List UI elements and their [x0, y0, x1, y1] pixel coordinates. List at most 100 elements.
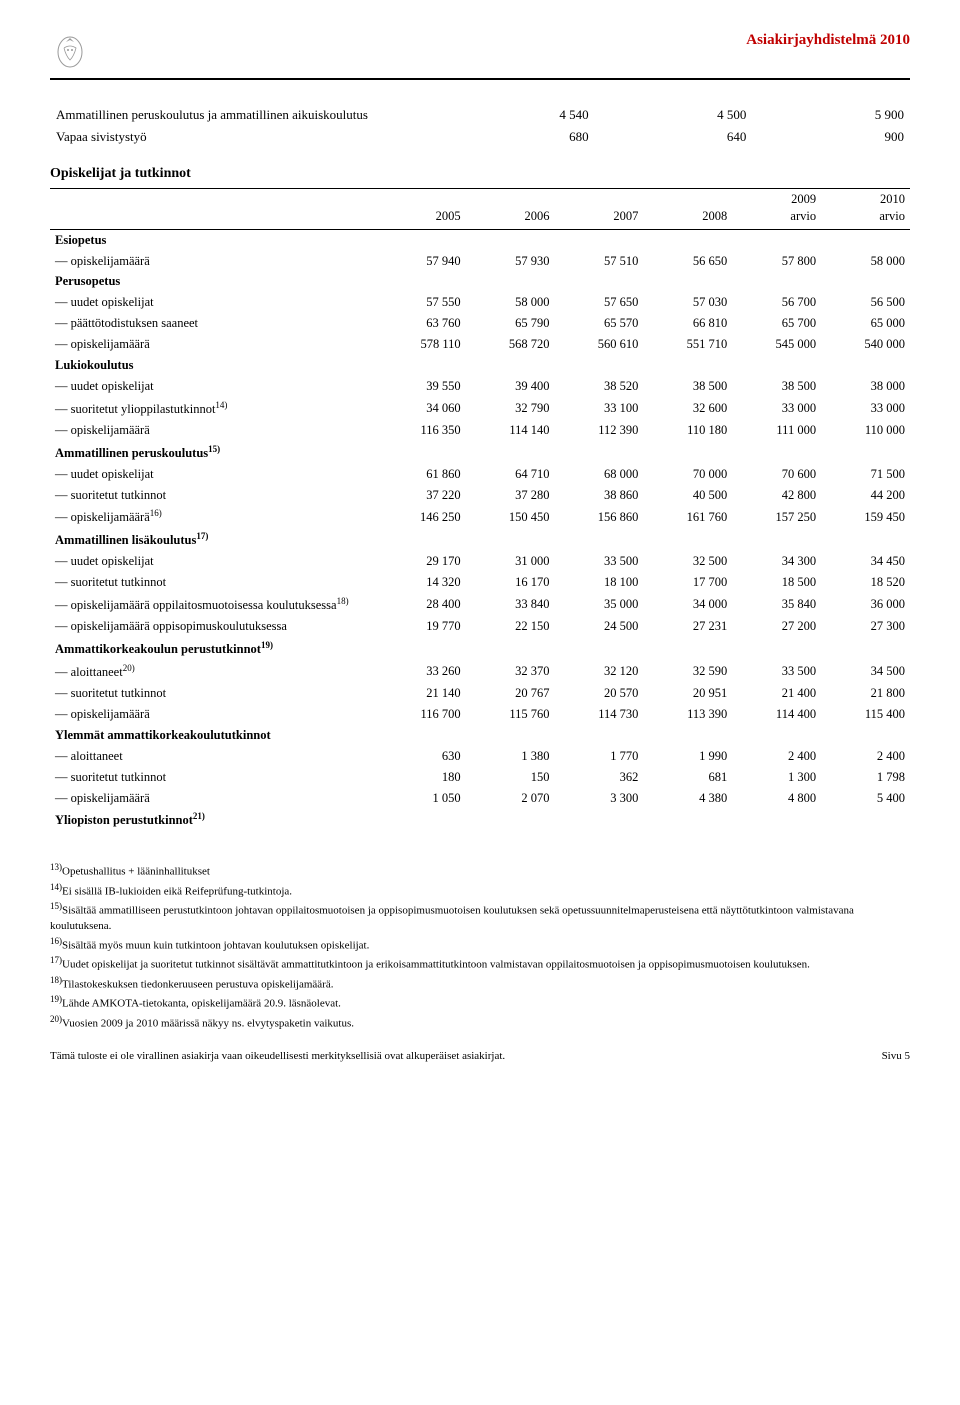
data-cell: 61 860 — [377, 464, 466, 485]
data-cell: 551 710 — [643, 334, 732, 355]
data-cell: 114 140 — [466, 420, 555, 441]
intro-cell: 640 — [595, 126, 753, 148]
col-2009: 2009arvio — [732, 188, 821, 229]
data-cell: 545 000 — [732, 334, 821, 355]
data-cell: 65 790 — [466, 313, 555, 334]
footnote: 18)Tilastokeskuksen tiedonkeruuseen peru… — [50, 974, 910, 993]
section-title: Opiskelijat ja tutkinnot — [50, 165, 910, 184]
data-cell: 2 070 — [466, 788, 555, 809]
data-cell: 39 550 — [377, 376, 466, 397]
data-cell: 57 930 — [466, 251, 555, 272]
data-cell: 40 500 — [643, 485, 732, 506]
table-row: Esiopetus — [50, 229, 910, 250]
data-cell: 115 400 — [821, 704, 910, 725]
intro-table-row: Ammatillinen peruskoulutus ja ammatillin… — [50, 104, 910, 126]
row-label: — opiskelijamäärä — [50, 420, 377, 441]
document-title: Asiakirjayhdistelmä 2010 — [746, 30, 910, 50]
row-label: Esiopetus — [50, 229, 377, 250]
table-row: — uudet opiskelijat39 55039 40038 52038 … — [50, 376, 910, 397]
table-row: — opiskelijamäärä57 94057 93057 51056 65… — [50, 251, 910, 272]
row-label: — opiskelijamäärä — [50, 704, 377, 725]
data-cell: 57 800 — [732, 251, 821, 272]
row-label: — suoritetut tutkinnot — [50, 572, 377, 593]
intro-cell: 680 — [437, 126, 595, 148]
data-cell: 34 000 — [643, 593, 732, 616]
data-cell: 22 150 — [466, 616, 555, 637]
footnote: 15)Sisältää ammatilliseen perustutkintoo… — [50, 900, 910, 933]
data-cell: 57 940 — [377, 251, 466, 272]
data-cell: 21 800 — [821, 683, 910, 704]
data-cell: 27 300 — [821, 616, 910, 637]
table-row: Yliopiston perustutkinnot21) — [50, 808, 910, 831]
footnote: 20)Vuosien 2009 ja 2010 määrissä näkyy n… — [50, 1013, 910, 1032]
row-label: — suoritetut ylioppilastutkinnot14) — [50, 397, 377, 420]
data-cell: 28 400 — [377, 593, 466, 616]
col-2010: 2010arvio — [821, 188, 910, 229]
data-cell: 34 500 — [821, 660, 910, 683]
row-label: — opiskelijamäärä — [50, 251, 377, 272]
table-row: — suoritetut tutkinnot37 22037 28038 860… — [50, 485, 910, 506]
row-label: — uudet opiskelijat — [50, 376, 377, 397]
data-cell: 66 810 — [643, 313, 732, 334]
data-cell: 57 510 — [555, 251, 644, 272]
data-cell: 35 840 — [732, 593, 821, 616]
data-cell: 70 600 — [732, 464, 821, 485]
row-label: — opiskelijamäärä16) — [50, 505, 377, 528]
table-row: — opiskelijamäärä16)146 250150 450156 86… — [50, 505, 910, 528]
intro-label: Vapaa sivistystyö — [50, 126, 437, 148]
col-2005: 2005 — [377, 188, 466, 229]
data-cell: 24 500 — [555, 616, 644, 637]
row-label: Ammattikorkeakoulun perustutkinnot19) — [50, 637, 377, 660]
data-cell: 33 100 — [555, 397, 644, 420]
data-cell: 32 600 — [643, 397, 732, 420]
data-cell: 64 710 — [466, 464, 555, 485]
table-row: — suoritetut tutkinnot21 14020 76720 570… — [50, 683, 910, 704]
row-label: — suoritetut tutkinnot — [50, 485, 377, 506]
table-row: — uudet opiskelijat57 55058 00057 65057 … — [50, 292, 910, 313]
intro-label: Ammatillinen peruskoulutus ja ammatillin… — [50, 104, 437, 126]
data-cell: 32 500 — [643, 551, 732, 572]
data-cell: 33 260 — [377, 660, 466, 683]
data-cell: 20 570 — [555, 683, 644, 704]
coat-of-arms-icon — [50, 30, 90, 70]
col-label — [50, 188, 377, 229]
data-cell: 58 000 — [466, 292, 555, 313]
data-cell: 4 380 — [643, 788, 732, 809]
data-cell: 116 350 — [377, 420, 466, 441]
page-number: Sivu 5 — [882, 1049, 910, 1064]
data-cell: 1 380 — [466, 746, 555, 767]
data-cell: 115 760 — [466, 704, 555, 725]
data-cell: 2 400 — [821, 746, 910, 767]
data-cell: 16 170 — [466, 572, 555, 593]
data-cell: 33 500 — [555, 551, 644, 572]
row-label: — opiskelijamäärä oppisopimuskoulutukses… — [50, 616, 377, 637]
table-row: — opiskelijamäärä oppisopimuskoulutukses… — [50, 616, 910, 637]
data-cell: 114 730 — [555, 704, 644, 725]
intro-table-row: Vapaa sivistystyö 680 640 900 — [50, 126, 910, 148]
data-cell: 20 951 — [643, 683, 732, 704]
data-cell: 18 500 — [732, 572, 821, 593]
data-cell: 33 000 — [821, 397, 910, 420]
data-cell: 157 250 — [732, 505, 821, 528]
row-label: — uudet opiskelijat — [50, 551, 377, 572]
footnote: 19)Lähde AMKOTA-tietokanta, opiskelijamä… — [50, 993, 910, 1012]
row-label: Ylemmät ammattikorkeakoulututkinnot — [50, 725, 377, 746]
data-cell: 57 550 — [377, 292, 466, 313]
intro-cell: 4 500 — [595, 104, 753, 126]
data-cell: 21 140 — [377, 683, 466, 704]
data-cell: 37 220 — [377, 485, 466, 506]
table-row: — suoritetut tutkinnot1801503626811 3001… — [50, 767, 910, 788]
row-label: Ammatillinen lisäkoulutus17) — [50, 528, 377, 551]
data-cell: 540 000 — [821, 334, 910, 355]
data-cell: 1 050 — [377, 788, 466, 809]
table-row: — aloittaneet20)33 26032 37032 12032 590… — [50, 660, 910, 683]
row-label: — opiskelijamäärä — [50, 788, 377, 809]
data-cell: 33 000 — [732, 397, 821, 420]
data-cell: 1 798 — [821, 767, 910, 788]
data-cell: 159 450 — [821, 505, 910, 528]
main-data-table: 2005 2006 2007 2008 2009arvio 2010arvio … — [50, 188, 910, 832]
row-label: — opiskelijamäärä — [50, 334, 377, 355]
table-row: — suoritetut tutkinnot14 32016 17018 100… — [50, 572, 910, 593]
data-cell: 57 030 — [643, 292, 732, 313]
data-cell: 630 — [377, 746, 466, 767]
